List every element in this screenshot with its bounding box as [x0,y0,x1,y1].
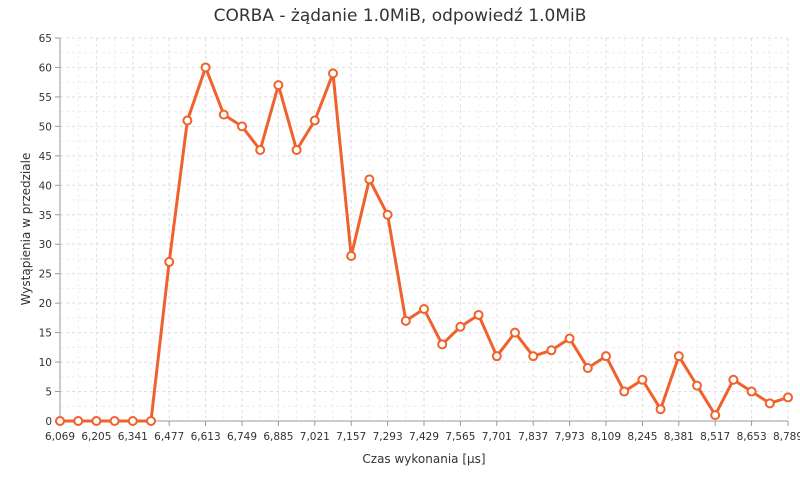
y-tick-label: 40 [39,180,52,192]
data-point [146,416,156,426]
data-point [91,416,102,426]
data-point [200,62,211,73]
data-point [764,398,775,409]
y-tick-label: 5 [45,387,52,399]
y-tick-label: 30 [39,239,52,251]
x-tick-label: 7,701 [482,431,512,443]
data-point [692,380,702,391]
data-point [528,351,539,362]
x-tick-label: 8,381 [664,431,694,443]
data-point [164,256,175,267]
x-tick-label: 8,517 [700,431,730,443]
x-tick-label: 7,293 [373,431,403,443]
y-tick-label: 20 [39,298,52,310]
data-point [582,362,593,373]
data-point [637,374,648,385]
data-point [400,315,411,326]
data-point [546,345,557,356]
y-tick-label: 10 [39,357,52,369]
data-point [382,209,393,220]
x-tick-label: 6,749 [227,431,257,443]
data-point [746,386,757,397]
data-point [255,144,266,155]
data-point [455,321,466,332]
y-tick-label: 15 [39,328,52,340]
data-point [73,416,84,426]
data-point [783,392,793,403]
data-point [564,333,575,344]
data-point [437,339,448,350]
data-point [127,416,138,426]
data-point [419,304,429,315]
data-point [218,109,229,120]
y-tick-label: 35 [39,210,52,222]
x-tick-label: 7,429 [409,431,439,443]
x-tick-label: 8,109 [591,431,621,443]
x-tick-label: 6,613 [191,431,221,443]
x-tick-label: 6,205 [81,431,111,443]
data-point [55,416,65,426]
y-tick-label: 0 [45,416,52,428]
data-point [473,309,484,320]
data-point [309,115,320,126]
data-point [237,121,247,132]
data-point [346,251,357,262]
x-axis-title: Czas wykonania [µs] [362,452,486,466]
x-tick-label: 6,477 [154,431,184,443]
data-point [491,351,502,362]
x-tick-label: 8,653 [737,431,767,443]
x-tick-label: 8,789 [773,431,800,443]
y-tick-label: 45 [39,151,52,163]
x-tick-label: 7,565 [445,431,475,443]
x-tick-label: 7,973 [555,431,585,443]
y-axis-title: Wystąpienia w przedziale [19,152,33,306]
y-tick-label: 65 [39,33,52,45]
data-point [182,115,193,126]
y-tick-label: 50 [39,121,52,133]
data-point [364,174,375,185]
data-point [510,327,520,338]
data-point [619,386,630,397]
x-tick-label: 7,021 [300,431,330,443]
data-point [601,351,611,362]
data-point [109,416,120,426]
data-point [655,404,666,415]
x-tick-label: 7,837 [518,431,548,443]
data-point [673,351,684,362]
data-point [710,410,721,421]
x-tick-label: 6,341 [118,431,148,443]
x-tick-label: 6,069 [45,431,75,443]
data-point [291,144,302,155]
data-point [728,374,739,385]
data-point [328,68,338,79]
chart-title: CORBA - żądanie 1.0MiB, odpowiedź 1.0MiB [213,6,587,26]
x-tick-label: 7,157 [336,431,366,443]
x-tick-label: 8,245 [627,431,657,443]
x-tick-label: 6,885 [263,431,293,443]
data-point [273,80,284,91]
y-tick-label: 60 [39,62,52,74]
y-tick-label: 55 [39,92,52,104]
y-tick-label: 25 [39,269,52,281]
